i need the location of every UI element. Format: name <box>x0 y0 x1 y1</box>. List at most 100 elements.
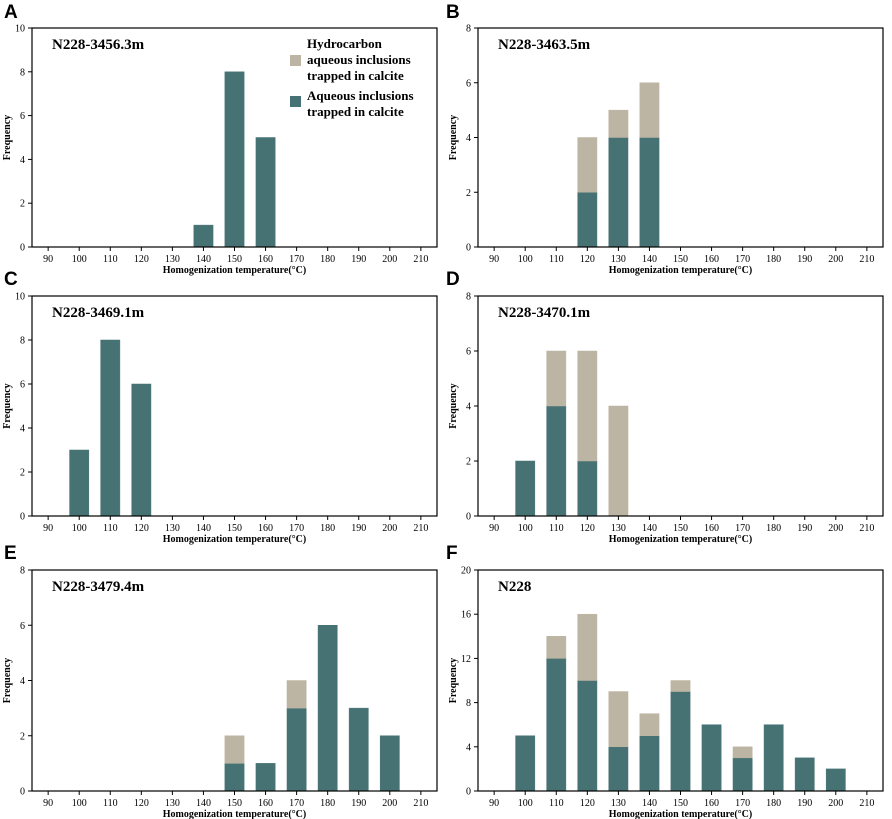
y-tick-label: 0 <box>20 512 25 523</box>
x-tick-label: 180 <box>766 523 781 534</box>
x-tick-label: 130 <box>165 254 180 265</box>
x-tick-label: 190 <box>351 523 366 534</box>
bar-aqueous-200 <box>379 735 400 792</box>
x-tick-label: 110 <box>103 798 118 809</box>
bar-aqueous-190 <box>794 757 815 792</box>
x-tick-label: 140 <box>642 523 657 534</box>
y-tick-label: 8 <box>466 24 471 35</box>
bar-aqueous-200 <box>825 768 846 792</box>
y-tick-label: 16 <box>461 610 471 621</box>
x-tick-label: 160 <box>704 254 719 265</box>
panel-letter-e: E <box>4 543 17 564</box>
y-tick-label: 4 <box>20 676 25 687</box>
x-tick-label: 150 <box>227 798 242 809</box>
chart-panel-f: 0 4 8 12 16 20 90 100 110 120 130 140 150 160 170 180 19… <box>446 543 884 819</box>
chart-panel-e: 0 2 4 6 8 90 100 110 120 130 140 150 160 170 180 190 200… <box>2 543 438 819</box>
legend-label-aqueous-line2: trapped in calcite <box>307 104 404 119</box>
x-tick-label: 190 <box>797 254 812 265</box>
legend-label-aqueous-line1: Aqueous inclusions <box>307 88 414 103</box>
x-tick-label: 140 <box>196 523 211 534</box>
x-tick-label: 130 <box>165 523 180 534</box>
x-axis-label: Homogenization temperature(°C) <box>163 265 307 276</box>
bar-aqueous-120 <box>577 192 598 248</box>
x-tick-label: 210 <box>413 523 428 534</box>
x-tick-label: 160 <box>258 254 273 265</box>
x-tick-label: 90 <box>43 798 53 809</box>
y-tick-label: 2 <box>466 457 471 468</box>
x-tick-label: 200 <box>828 254 843 265</box>
x-tick-label: 180 <box>320 798 335 809</box>
x-tick-label: 210 <box>859 254 874 265</box>
y-tick-label: 6 <box>20 380 25 391</box>
x-tick-label: 160 <box>704 523 719 534</box>
chart-title: N228-3470.1m <box>498 305 591 321</box>
y-tick-label: 8 <box>466 292 471 303</box>
x-tick-label: 150 <box>673 523 688 534</box>
y-tick-label: 6 <box>20 621 25 632</box>
y-tick-label: 20 <box>461 566 471 577</box>
y-tick-label: 0 <box>466 243 471 254</box>
x-tick-label: 180 <box>320 523 335 534</box>
bar-aqueous-110 <box>546 405 567 517</box>
bar-hydrocarbon-130 <box>608 405 629 517</box>
x-tick-label: 140 <box>196 254 211 265</box>
x-tick-label: 100 <box>518 523 533 534</box>
y-tick-label: 0 <box>20 243 25 254</box>
x-tick-label: 150 <box>227 523 242 534</box>
y-tick-label: 4 <box>20 155 25 166</box>
chart-panel-c: 0 2 4 6 8 10 90 100 110 120 130 140 150 160 170 180 190 2… <box>2 269 438 545</box>
bar-aqueous-180 <box>317 625 338 792</box>
bar-hydrocarbon-120 <box>577 137 598 193</box>
x-tick-label: 170 <box>289 798 304 809</box>
y-tick-label: 0 <box>466 787 471 798</box>
legend-swatch-hydrocarbon <box>290 55 301 66</box>
y-axis-label: Frequency <box>448 383 459 428</box>
x-tick-label: 140 <box>642 798 657 809</box>
y-tick-label: 2 <box>20 468 25 479</box>
y-tick-label: 8 <box>20 336 25 347</box>
x-tick-label: 150 <box>227 254 242 265</box>
x-tick-label: 150 <box>673 798 688 809</box>
x-tick-label: 130 <box>611 798 626 809</box>
x-tick-label: 110 <box>103 254 118 265</box>
x-axis-label: Homogenization temperature(°C) <box>609 534 753 545</box>
y-axis-label: Frequency <box>2 658 13 703</box>
x-tick-label: 160 <box>704 798 719 809</box>
bar-hydrocarbon-120 <box>577 613 598 681</box>
x-tick-label: 130 <box>611 523 626 534</box>
bar-aqueous-120 <box>577 460 598 517</box>
bar-aqueous-180 <box>763 724 784 792</box>
y-axis-label: Frequency <box>448 658 459 703</box>
y-tick-label: 4 <box>466 742 471 753</box>
bar-hydrocarbon-120 <box>577 350 598 462</box>
y-axis-label: Frequency <box>2 383 13 428</box>
bar-aqueous-150 <box>224 71 245 248</box>
y-tick-label: 12 <box>461 654 471 665</box>
x-tick-label: 100 <box>72 523 87 534</box>
x-tick-label: 90 <box>489 523 499 534</box>
bar-aqueous-160 <box>255 763 276 792</box>
bar-hydrocarbon-170 <box>286 680 307 709</box>
bar-hydrocarbon-140 <box>639 82 660 138</box>
x-tick-label: 110 <box>549 254 564 265</box>
legend-label-hydrocarbon-line1: Hydrocarbon <box>307 36 383 51</box>
bar-aqueous-170 <box>286 707 307 792</box>
x-tick-label: 180 <box>766 798 781 809</box>
x-tick-label: 200 <box>382 254 397 265</box>
x-tick-label: 190 <box>351 254 366 265</box>
x-axis-label: Homogenization temperature(°C) <box>609 809 753 819</box>
panel-letter-d: D <box>446 269 460 290</box>
y-tick-label: 2 <box>466 188 471 199</box>
y-tick-label: 8 <box>466 698 471 709</box>
bar-hydrocarbon-170 <box>732 746 753 759</box>
x-tick-label: 210 <box>413 254 428 265</box>
bar-hydrocarbon-130 <box>608 109 629 138</box>
x-tick-label: 130 <box>165 798 180 809</box>
x-tick-label: 170 <box>735 254 750 265</box>
bar-aqueous-130 <box>608 746 629 792</box>
chart-panel-b: 0 2 4 6 8 90 100 110 120 130 140 150 160 170 180 190 200… <box>446 2 884 276</box>
bar-aqueous-160 <box>255 137 276 248</box>
x-tick-label: 90 <box>43 254 53 265</box>
x-tick-label: 120 <box>134 254 149 265</box>
